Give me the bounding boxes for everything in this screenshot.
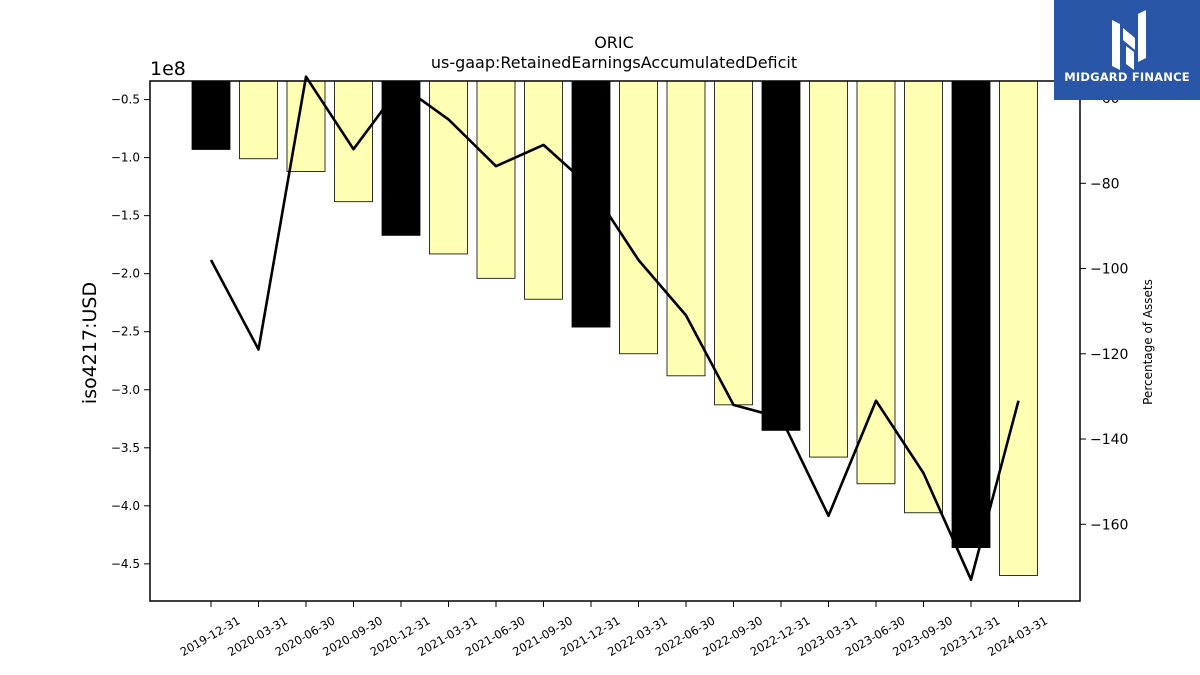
y-tick-label: −3.0 [111, 383, 140, 397]
bar-2021-12-31 [571, 80, 611, 328]
bar-2021-06-30 [476, 80, 516, 279]
y-tick-label: −2.5 [111, 325, 140, 339]
y-tick-label: −1.0 [111, 151, 140, 165]
y-tick-label: −4.0 [111, 499, 140, 513]
x-axis: 2019-12-312020-03-312020-06-302020-09-30… [178, 601, 1050, 659]
bar-2020-09-30 [334, 80, 373, 203]
bar-2022-12-31 [761, 80, 801, 431]
logo-text: MIDGARD FINANCE [1064, 70, 1190, 84]
y-offset-label: 1e8 [150, 58, 186, 80]
brand-logo: MIDGARD FINANCE [1054, 0, 1200, 100]
y2-tick-label: −80 [1090, 176, 1120, 192]
y2-axis-label: Percentage of Assets [1141, 279, 1155, 405]
bar-2021-03-31 [429, 80, 468, 255]
y-tick-label: −2.0 [111, 267, 140, 281]
bar-2022-06-30 [666, 80, 706, 377]
y-tick-label: −1.5 [111, 209, 140, 223]
bar-2023-06-30 [856, 80, 896, 485]
y2-tick-label: −140 [1090, 432, 1128, 448]
bar-2020-12-31 [381, 80, 421, 236]
percentage-line [209, 75, 1020, 582]
y2-tick-label: −120 [1090, 347, 1128, 363]
bar-2024-03-31 [999, 80, 1038, 576]
bar-2023-12-31 [951, 80, 991, 549]
bar-group [191, 80, 1038, 576]
midgard-logo-icon [1112, 10, 1146, 70]
chart-title: ORIC [594, 33, 634, 52]
y2-tick-label: −100 [1090, 262, 1128, 278]
y-axis-label: iso4217:USD [79, 282, 101, 404]
bar-2022-03-31 [619, 80, 658, 355]
bar-2022-09-30 [714, 80, 753, 406]
bar-2023-09-30 [904, 80, 943, 514]
y-tick-label: −3.5 [111, 441, 140, 455]
chart-subtitle: us-gaap:RetainedEarningsAccumulatedDefic… [431, 53, 797, 72]
bar-2019-12-31 [191, 80, 231, 150]
y2-axis: −60−80−100−120−140−160 [1080, 91, 1128, 533]
line-group [209, 75, 1020, 582]
bar-2020-03-31 [239, 80, 278, 160]
y-axis: −0.5 −1.0 −1.5 −2.0 −2.5 −3.0 −3.5 −4.0 −4.5 [111, 93, 150, 571]
plot-frame [149, 80, 1081, 602]
y2-tick-label: −160 [1090, 517, 1128, 533]
bar-2021-09-30 [524, 80, 563, 300]
y-tick-label: −0.5 [111, 93, 140, 107]
y-tick-label: −4.5 [111, 557, 140, 571]
bar-2023-03-31 [809, 80, 848, 458]
